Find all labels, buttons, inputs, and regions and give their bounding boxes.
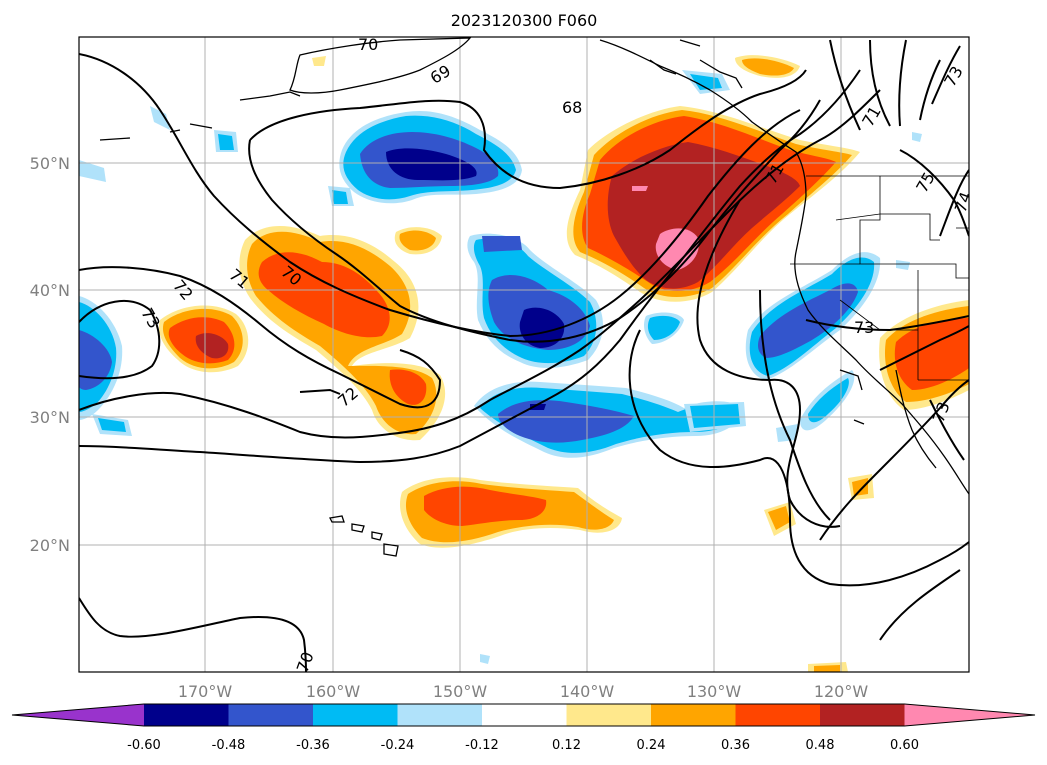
colorbar-tick-label: 0.24: [637, 738, 666, 753]
colorbar-swatch: [566, 704, 651, 726]
positive-anomaly-hawaii: [400, 477, 622, 548]
political-borders: [790, 175, 969, 381]
contour-lines: [79, 39, 969, 672]
contour-label: 74: [951, 189, 976, 215]
contour-label: 70: [293, 649, 318, 675]
negative-anomaly-far-west: [79, 160, 132, 436]
colorbar: -0.60 -0.48 -0.36 -0.24 -0.12 0.12 0.24 …: [11, 703, 1036, 753]
colorbar-extend-high: [904, 704, 1035, 726]
colorbar-swatch: [735, 704, 820, 726]
colorbar-tick-label: -0.24: [381, 738, 415, 753]
map-title: 2023120300 F060: [451, 11, 598, 30]
contour-label: 70: [358, 35, 378, 54]
colorbar-extend-low: [12, 704, 144, 726]
contour-label: 68: [562, 98, 582, 117]
lat-label: 30°N: [30, 408, 70, 427]
negative-anomaly-30n: [474, 381, 744, 458]
contour-label: 73: [854, 318, 874, 337]
colorbar-tick-label: 0.48: [806, 738, 835, 753]
colorbar-tick-label: 0.36: [721, 738, 750, 753]
positive-anomaly-gulf-of-alaska: [312, 55, 800, 78]
colorbar-swatch: [397, 704, 482, 726]
colorbar-swatch: [482, 704, 567, 726]
positive-anomaly-small-spots: [764, 474, 874, 672]
lat-label: 40°N: [30, 281, 70, 300]
lat-label: 50°N: [30, 154, 70, 173]
map-area: 69 70 68 71 72 73 70 71 72 73 70 73 73 7…: [79, 35, 976, 675]
lon-label: 170°W: [178, 682, 233, 701]
colorbar-outline: [11, 703, 1036, 727]
lon-label: 160°W: [306, 682, 361, 701]
colorbar-tick-label: -0.12: [465, 738, 499, 753]
colorbar-swatch: [228, 704, 313, 726]
latitude-labels: 50°N 40°N 30°N 20°N: [30, 154, 70, 555]
longitude-labels: 170°W 160°W 150°W 140°W 130°W 120°W: [178, 682, 869, 701]
lat-label: 20°N: [30, 536, 70, 555]
negative-anomaly-north-pacific: [339, 110, 522, 204]
colorbar-tick-label: 0.60: [890, 738, 919, 753]
lon-label: 150°W: [433, 682, 488, 701]
positive-anomaly-pacific-northwest: [566, 106, 860, 302]
map-frame: [78, 36, 970, 673]
colorbar-ticks: -0.60 -0.48 -0.36 -0.24 -0.12 0.12 0.24 …: [127, 738, 919, 753]
lon-label: 140°W: [560, 682, 615, 701]
lon-label: 130°W: [687, 682, 742, 701]
colorbar-swatch: [313, 704, 398, 726]
colorbar-tick-label: 0.12: [552, 738, 581, 753]
colorbar-tick-label: -0.60: [127, 738, 161, 753]
positive-anomaly-central-pacific: [239, 225, 446, 441]
lon-label: 120°W: [814, 682, 869, 701]
colorbar-swatch: [144, 704, 229, 726]
positive-anomaly-west: [158, 305, 249, 373]
coastlines: [99, 37, 969, 557]
colorbar-tick-label: -0.36: [296, 738, 330, 753]
colorbar-tick-label: -0.48: [212, 738, 246, 753]
graticule: [79, 37, 969, 672]
colorbar-swatch: [820, 704, 905, 726]
colorbar-swatch: [651, 704, 736, 726]
